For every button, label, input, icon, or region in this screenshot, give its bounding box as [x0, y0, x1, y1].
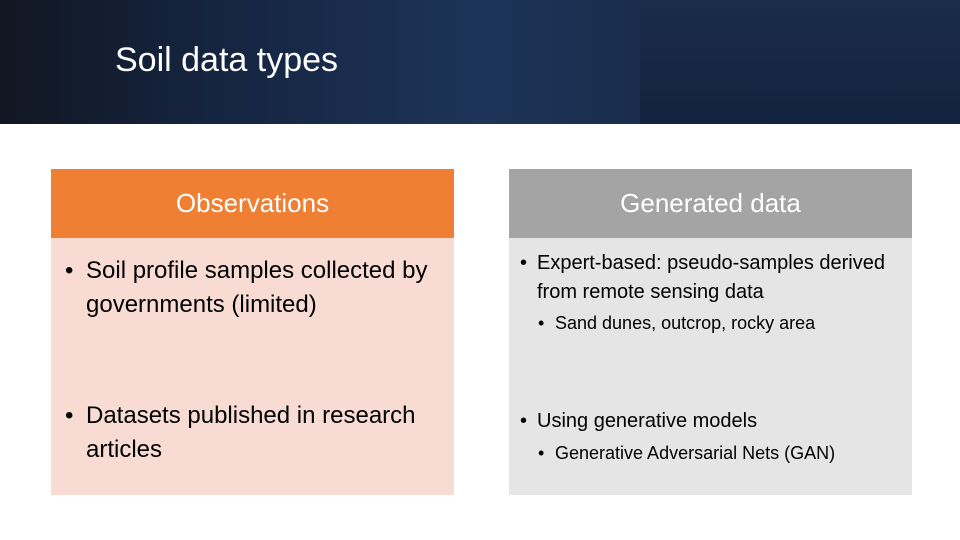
observation-bullet-1: Soil profile samples collected by govern… [86, 257, 428, 318]
list-item: • Soil profile samples collected by gove… [65, 254, 435, 322]
slide-header: Soil data types [0, 0, 960, 124]
header-panel [640, 0, 960, 124]
bullet-icon: • [65, 257, 74, 284]
list-item: • Expert-based: pseudo-samples derived f… [520, 249, 905, 307]
list-item: • Datasets published in research article… [65, 399, 435, 467]
bullet-icon: • [520, 410, 528, 432]
observations-heading: Observations [51, 169, 454, 238]
observation-bullet-2: Datasets published in research articles [86, 402, 416, 463]
generated-sub-bullet-1: Sand dunes, outcrop, rocky area [555, 313, 816, 333]
bullet-icon: • [538, 313, 545, 333]
bullet-icon: • [538, 443, 545, 463]
generated-box: Generated data • Expert-based: pseudo-sa… [509, 169, 912, 495]
generated-heading: Generated data [509, 169, 912, 238]
observations-box: Observations • Soil profile samples coll… [51, 169, 454, 495]
generated-bullet-1: Expert-based: pseudo-samples derived fro… [537, 252, 885, 303]
list-item: • Sand dunes, outcrop, rocky area [538, 310, 908, 337]
slide-title: Soil data types [115, 41, 339, 79]
bullet-icon: • [65, 402, 74, 429]
generated-bullet-2: Using generative models [537, 410, 758, 432]
generated-sub-bullet-2: Generative Adversarial Nets (GAN) [555, 443, 836, 463]
list-item: • Using generative models [520, 407, 905, 436]
list-item: • Generative Adversarial Nets (GAN) [538, 440, 908, 467]
bullet-icon: • [520, 252, 528, 274]
